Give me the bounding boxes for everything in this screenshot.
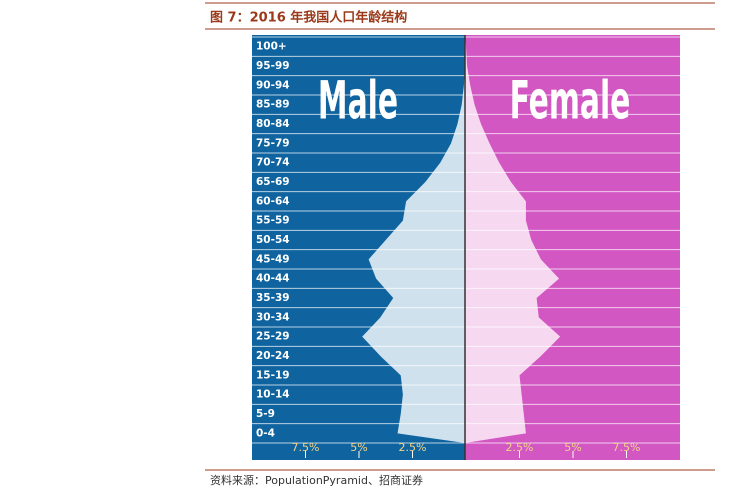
age-label: 75-79 [256,137,290,149]
age-label: 40-44 [256,273,290,285]
male-area [362,37,466,443]
age-label: 85-89 [256,99,290,111]
x-tick-label: 7.5% [613,441,641,454]
age-label: 100+ [256,41,287,53]
age-label: 35-39 [256,292,290,304]
age-label: 65-69 [256,176,290,188]
x-tick-label: 2.5% [506,441,534,454]
x-tick-label: 7.5% [292,441,320,454]
series-name: Female [510,70,631,131]
age-label: 70-74 [256,157,290,169]
age-label: 60-64 [256,195,290,207]
x-tick-label: 2.5% [399,441,427,454]
female-area [465,37,561,443]
age-label: 90-94 [256,79,290,91]
age-label: 5-9 [256,408,275,420]
x-tick-label: 5% [350,441,367,454]
age-label: 20-24 [256,350,290,362]
series-name: Male [318,70,398,131]
figure-title: 图 7：2016 年我国人口年龄结构 [210,10,407,26]
age-label: 50-54 [256,234,290,246]
age-label: 45-49 [256,253,290,265]
x-tick-label: 5% [564,441,581,454]
age-label: 95-99 [256,60,290,72]
age-label: 80-84 [256,118,290,130]
age-label: 15-19 [256,369,290,381]
age-label: 10-14 [256,389,290,401]
age-label: 25-29 [256,331,290,343]
source-note: 资料来源：PopulationPyramid、招商证券 [210,473,423,487]
age-label: 30-34 [256,311,290,323]
age-label: 0-4 [256,427,275,439]
age-label: 55-59 [256,215,290,227]
